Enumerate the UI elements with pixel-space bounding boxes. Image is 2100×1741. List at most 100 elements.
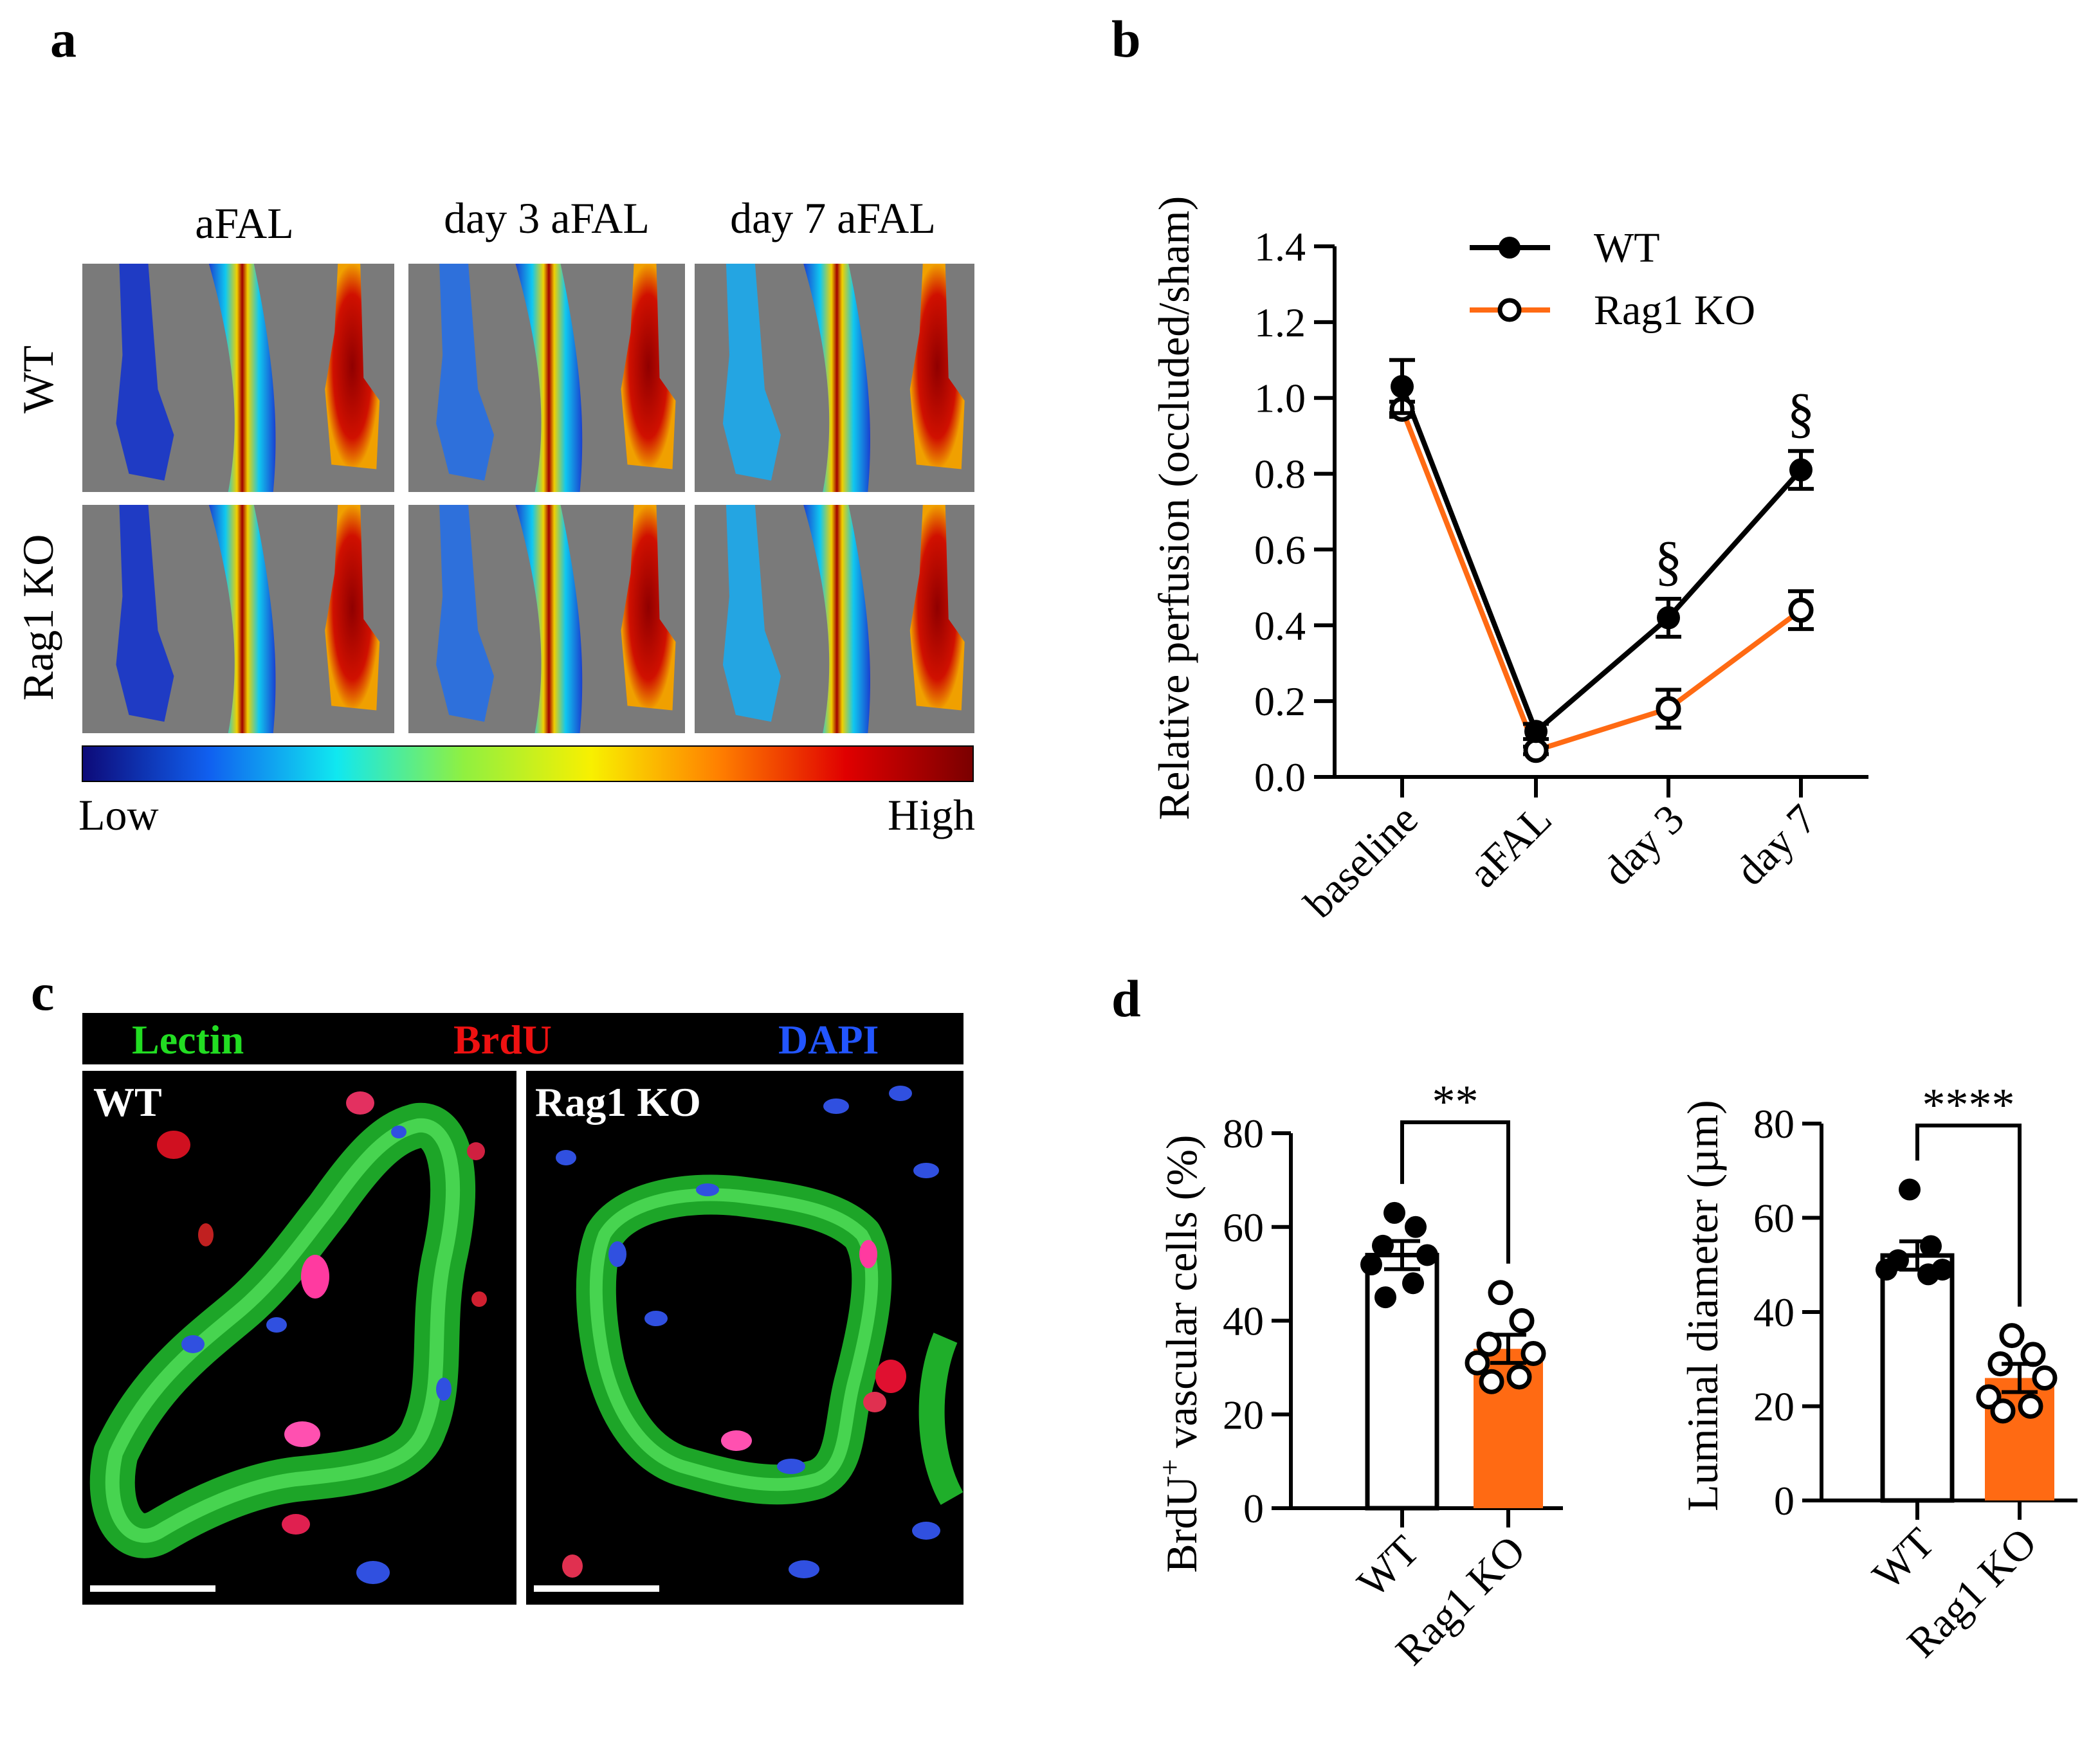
d2-bar — [1880, 1253, 1955, 1503]
chart-b-ylabel: Relative perfusion (occluded/sham) — [1149, 196, 1198, 821]
d2-ytick-label: 40 — [1753, 1290, 1794, 1335]
d2-ytick-label: 20 — [1753, 1384, 1794, 1430]
micrograph-wt-label: WT — [93, 1079, 162, 1125]
chart-b-point-ko — [1788, 597, 1814, 623]
d1-ytick-label: 0 — [1243, 1486, 1264, 1531]
chart-b-xtick-label: baseline — [1295, 796, 1427, 927]
panel-letter-c: c — [31, 963, 54, 1021]
colorbar — [82, 745, 974, 782]
d2-point-ko — [2018, 1394, 2043, 1419]
chart-b-xtick-label: day 3 — [1594, 796, 1694, 895]
d2-significance-bracket — [1915, 1124, 2022, 1307]
d2-xtick-label: WT — [1863, 1519, 1943, 1599]
d2-point-wt — [1876, 1259, 1897, 1281]
d2-point-ko — [1976, 1384, 2002, 1410]
d2-point-wt — [1920, 1235, 1942, 1257]
legend-dapi: DAPI — [778, 1017, 879, 1062]
d1-ytick-label: 40 — [1223, 1299, 1264, 1344]
panel-a-perfusion-images: aFAL day 3 aFAL day 7 aFAL WT Rag1 KO Lo… — [14, 194, 975, 839]
d2-point-wt — [1917, 1263, 1939, 1286]
chart-b-series-line — [1400, 408, 1803, 754]
col-label-afal: aFAL — [195, 199, 294, 248]
laser-image-r1-c0 — [82, 505, 394, 733]
d1-point-wt — [1374, 1286, 1396, 1309]
chart-b-significance: § — [1655, 530, 1683, 592]
legend-marker — [1499, 237, 1520, 259]
d1-ytick-label: 60 — [1223, 1205, 1264, 1250]
chart-b-ytick-label: 0.4 — [1254, 603, 1306, 648]
d2-point-ko — [1999, 1323, 2025, 1349]
col-label-day3: day 3 aFAL — [444, 194, 650, 242]
col-label-day7: day 7 aFAL — [730, 194, 936, 242]
legend-brdu: BrdU — [453, 1017, 552, 1062]
d2-ytick-label: 0 — [1774, 1478, 1794, 1524]
chart-b-point-wt — [1789, 458, 1812, 482]
d1-point-ko — [1520, 1341, 1546, 1367]
legend-label: WT — [1594, 224, 1660, 271]
chart-b-ytick-label: 1.2 — [1254, 300, 1306, 345]
chart-b-series-line — [1400, 385, 1803, 736]
laser-image-r0-c0 — [82, 264, 394, 492]
panel-letter-b: b — [1111, 10, 1141, 68]
d2-ytick-label: 80 — [1753, 1101, 1794, 1147]
laser-image-r1-c1 — [408, 505, 685, 733]
d2-significance-label: **** — [1922, 1079, 2015, 1131]
colorbar-low-label: Low — [78, 790, 159, 839]
scale-bar-rag1ko — [534, 1585, 659, 1592]
chart-b-point-ko — [1656, 696, 1681, 722]
legend-label: Rag1 KO — [1594, 287, 1755, 334]
chart-b-xtick-label: day 7 — [1727, 796, 1826, 895]
chart-b-point-wt — [1657, 606, 1680, 630]
d2-point-ko — [2020, 1342, 2046, 1367]
legend-lectin: Lectin — [132, 1017, 244, 1062]
chart-b-ytick-label: 0.6 — [1254, 527, 1306, 572]
chart-d2-ylabel: Luminal diameter (µm) — [1678, 1100, 1727, 1511]
micrograph-rag1ko: Rag1 KO — [526, 1071, 963, 1605]
panel-d-bar-charts: BrdU+ vascular cells (%) Luminal diamete… — [1153, 1076, 2077, 1674]
chart-b-ytick-label: 0.2 — [1254, 679, 1306, 724]
d1-point-wt — [1372, 1234, 1394, 1257]
chart-b-ytick-label: 0.8 — [1254, 451, 1306, 497]
d1-point-wt — [1383, 1201, 1405, 1224]
d1-point-ko — [1476, 1331, 1502, 1357]
chart-b-xtick-label: aFAL — [1460, 796, 1561, 897]
chart-b-legend: WT Rag1 KO — [1470, 224, 1755, 334]
panel-letter-a: a — [50, 10, 77, 68]
d1-ytick-label: 80 — [1223, 1111, 1264, 1156]
d2-point-wt — [1899, 1178, 1921, 1201]
panel-c-micrographs: Lectin BrdU DAPI WT — [82, 1013, 963, 1605]
row-label-rag1ko: Rag1 KO — [14, 534, 62, 701]
d1-point-ko — [1488, 1280, 1513, 1306]
chart-b-ytick-label: 1.4 — [1254, 224, 1306, 269]
d2-point-ko — [1990, 1398, 2016, 1424]
chart-b-ytick-label: 1.0 — [1254, 376, 1306, 421]
d1-xtick-label: WT — [1348, 1527, 1428, 1607]
legend-marker — [1497, 298, 1522, 322]
d1-point-ko — [1479, 1369, 1504, 1394]
d1-point-wt — [1402, 1272, 1424, 1295]
d1-point-ko — [1506, 1364, 1532, 1390]
d2-point-ko — [2032, 1365, 2058, 1391]
micrograph-wt: WT — [82, 1071, 516, 1605]
chart-b-significance: § — [1787, 382, 1815, 444]
panel-b-perfusion-chart: Relative perfusion (occluded/sham) 0.0 0.… — [1149, 196, 1868, 927]
stain-legend-bar — [82, 1013, 963, 1064]
d1-point-ko — [1465, 1350, 1490, 1376]
colorbar-high-label: High — [888, 790, 975, 839]
laser-image-r0-c1 — [408, 264, 685, 492]
laser-image-r0-c2 — [695, 264, 974, 492]
d1-point-wt — [1416, 1244, 1438, 1266]
scale-bar-wt — [90, 1585, 215, 1592]
d1-point-ko — [1509, 1308, 1535, 1333]
chart-b-ytick-label: 0.0 — [1254, 754, 1306, 800]
chart-b-point-wt — [1524, 720, 1548, 743]
chart-d1-ylabel: BrdU+ vascular cells (%) — [1153, 1135, 1206, 1572]
d1-ytick-label: 20 — [1223, 1392, 1264, 1437]
d1-point-wt — [1360, 1253, 1382, 1276]
d1-significance-label: ** — [1432, 1076, 1479, 1127]
laser-image-r1-c2 — [695, 505, 974, 733]
d1-significance-bracket — [1400, 1120, 1510, 1264]
row-label-wt: WT — [14, 345, 62, 414]
chart-b-point-ko — [1523, 738, 1549, 763]
